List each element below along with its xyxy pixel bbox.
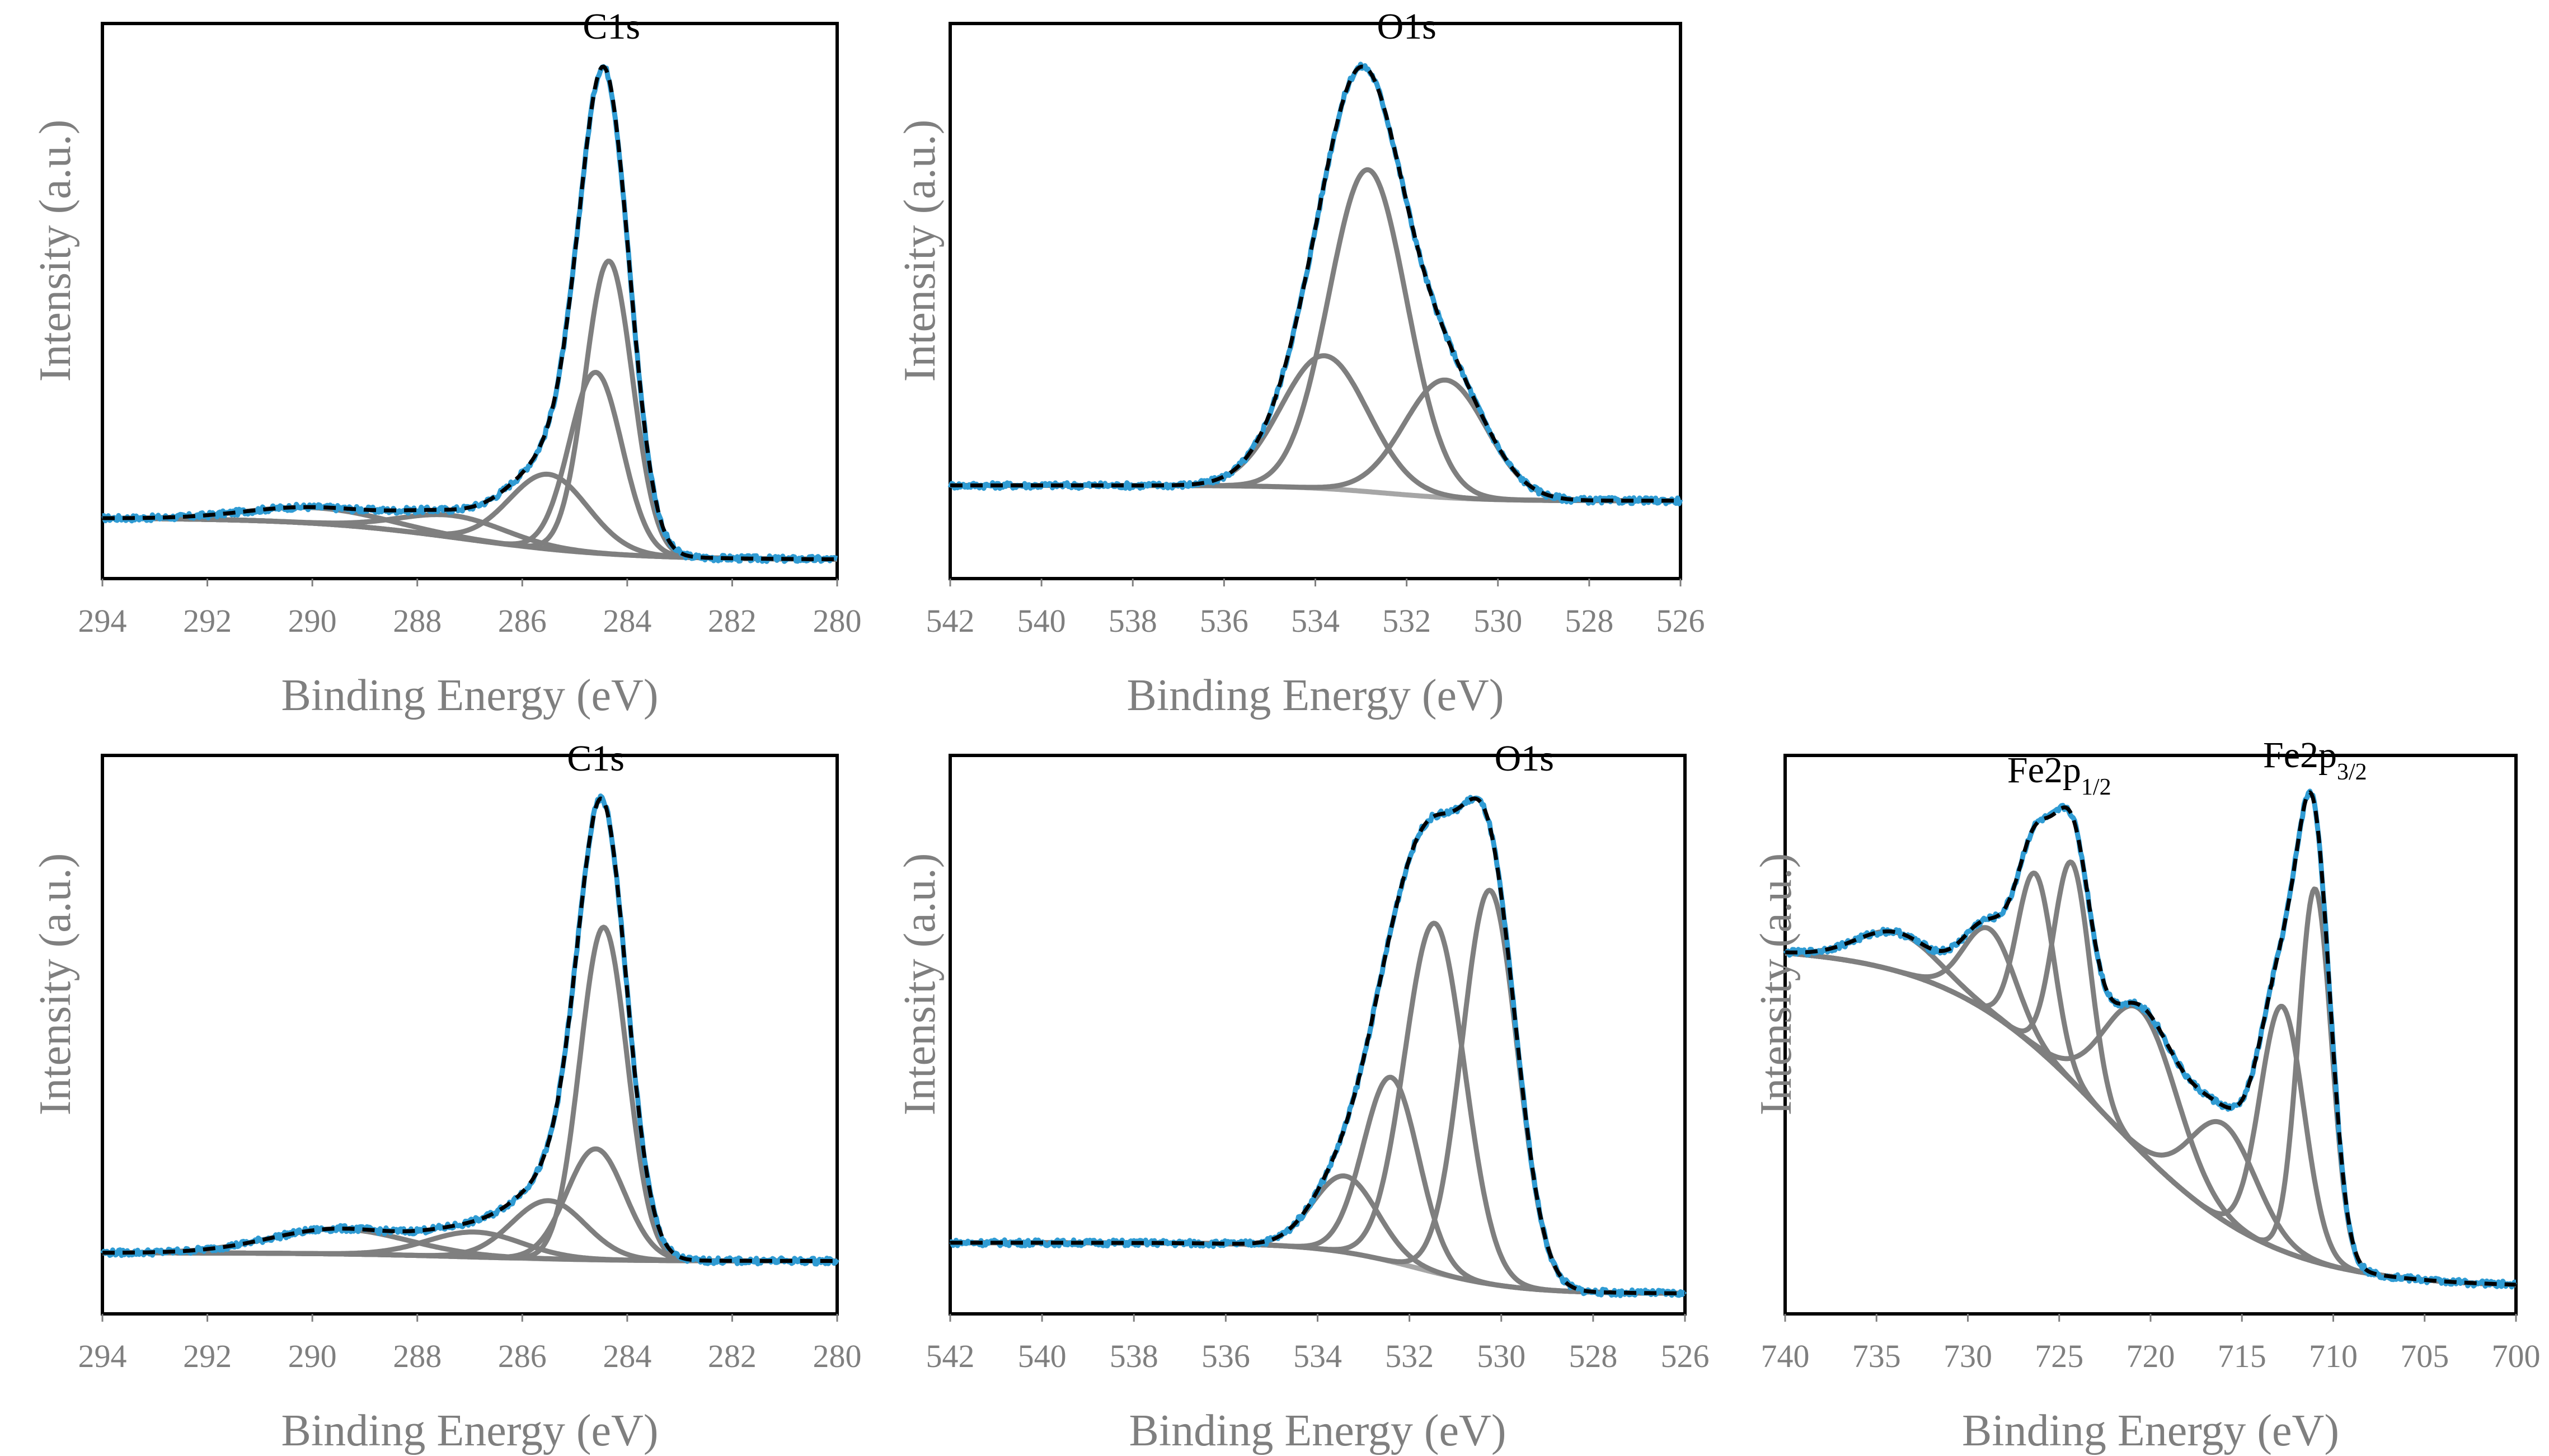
component-peak-1 — [101, 924, 838, 1264]
x-tick-label: 288 — [393, 1338, 442, 1374]
fit-envelope-line — [102, 64, 838, 561]
x-tick-label: 540 — [1017, 603, 1066, 639]
plot-frame — [101, 22, 839, 580]
raw-data-line — [947, 62, 1683, 506]
peak-label: O1s — [1495, 738, 1554, 779]
x-tick-label: 292 — [183, 1338, 232, 1374]
x-tick-label: 534 — [1293, 1338, 1342, 1374]
peak-label-1: Fe2p1/2 — [2007, 750, 2111, 800]
raw-data-line — [1783, 788, 2517, 1290]
x-tick-label: 286 — [498, 1338, 547, 1374]
x-tick-label: 526 — [1661, 1338, 1710, 1374]
x-tick-label: 280 — [813, 1338, 862, 1374]
y-axis-label: Intensity (a.u.) — [895, 853, 945, 1116]
x-axis-label: Binding Energy (eV) — [1127, 671, 1504, 720]
component-peak-7 — [1784, 925, 2517, 1288]
x-tick-label: 290 — [288, 603, 337, 639]
x-tick-label: 542 — [926, 1338, 975, 1374]
x-tick-label: 534 — [1291, 603, 1340, 639]
fit-envelope-line — [950, 796, 1686, 1295]
component-peak-2 — [949, 353, 1682, 504]
x-tick-label: 280 — [813, 603, 862, 639]
component-peak-1 — [1784, 886, 2517, 1288]
x-tick-label: 740 — [1761, 1338, 1810, 1374]
x-axis-label: Binding Energy (eV) — [1962, 1406, 2339, 1455]
x-tick-label: 538 — [1110, 1338, 1158, 1374]
plot-frame — [949, 22, 1682, 580]
panel-c1s-bottom: 294 292 290 288 286 284 282 280 Binding Energy (… — [31, 738, 862, 1455]
x-tick-label: 542 — [926, 603, 975, 639]
panel-o1s-bottom: 542 540 538 536 534 532 530 528 526 Binding Energ… — [895, 738, 1710, 1455]
component-peak-2 — [949, 920, 1686, 1296]
x-tick-label: 532 — [1382, 603, 1431, 639]
x-tick-label: 705 — [2400, 1338, 2449, 1374]
x-axis-label: Binding Energy (eV) — [1129, 1406, 1506, 1455]
x-tick-label: 284 — [603, 603, 651, 639]
x-tick-label: 532 — [1385, 1338, 1434, 1374]
panel-o1s-top: 542 540 538 536 534 532 530 528 526 Binding Energ… — [895, 6, 1705, 720]
y-axis-label: Intensity (a.u.) — [31, 853, 80, 1116]
x-tick-label: 538 — [1109, 603, 1157, 639]
x-tick-label: 715 — [2218, 1338, 2266, 1374]
x-tick-label: 282 — [708, 603, 757, 639]
fit-envelope-line — [102, 796, 838, 1263]
plot-frame — [1783, 754, 2518, 1316]
component-peak-4 — [1784, 950, 2517, 1288]
component-peak-2 — [101, 1146, 838, 1264]
panel-c1s-top: 294 292 290 288 286 284 282 280 Binding Energy (… — [31, 6, 862, 720]
x-tick-label: 286 — [498, 603, 547, 639]
peak-label: C1s — [583, 6, 640, 47]
x-tick-label: 710 — [2309, 1338, 2358, 1374]
component-peak-3 — [1784, 950, 2517, 1288]
x-tick-label: 288 — [393, 603, 442, 639]
x-axis-label: Binding Energy (eV) — [281, 671, 659, 720]
x-tick-label: 528 — [1565, 603, 1613, 639]
x-tick-label: 730 — [1944, 1338, 1992, 1374]
y-axis-label: Intensity (a.u.) — [31, 120, 80, 382]
x-tick-label: 290 — [288, 1338, 337, 1374]
x-tick-label: 540 — [1018, 1338, 1067, 1374]
x-tick-label: 536 — [1201, 1338, 1250, 1374]
peak-label: C1s — [567, 738, 625, 779]
y-axis-label: Intensity (a.u.) — [895, 120, 945, 382]
component-peak-5 — [1784, 859, 2517, 1288]
x-tick-label: 282 — [708, 1338, 757, 1374]
component-peak-2 — [1784, 950, 2517, 1288]
raw-data-line — [100, 793, 839, 1267]
x-tick-label: 292 — [183, 603, 232, 639]
x-tick-label: 294 — [78, 1338, 127, 1374]
component-peak-1 — [949, 887, 1686, 1296]
peak-label: O1s — [1377, 6, 1436, 47]
x-axis-label: Binding Energy (eV) — [281, 1406, 659, 1455]
x-tick-label: 700 — [2492, 1338, 2541, 1374]
component-peak-8 — [1784, 929, 2517, 1288]
raw-data-line — [949, 795, 1687, 1298]
x-tick-label: 528 — [1569, 1338, 1617, 1374]
x-tick-label: 526 — [1656, 603, 1705, 639]
raw-data-line — [101, 64, 838, 564]
x-tick-label: 530 — [1477, 1338, 1525, 1374]
fit-envelope-line — [950, 64, 1681, 503]
x-tick-label: 725 — [2035, 1338, 2083, 1374]
x-tick-label: 284 — [603, 1338, 651, 1374]
panel-fe2p: 740 735 730 725 720 715 710 705 700 Binding Energ… — [1752, 735, 2541, 1455]
x-tick-label: 530 — [1473, 603, 1522, 639]
x-tick-label: 536 — [1200, 603, 1248, 639]
x-tick-label: 735 — [1852, 1338, 1901, 1374]
y-axis-label: Intensity (a.u.) — [1752, 853, 1801, 1116]
x-tick-label: 720 — [2126, 1338, 2175, 1374]
x-tick-label: 294 — [78, 603, 127, 639]
plot-frame — [101, 754, 839, 1316]
plot-frame — [949, 754, 1687, 1316]
fit-envelope-line — [1785, 790, 2517, 1287]
peak-label-2: Fe2p3/2 — [2263, 735, 2367, 785]
background-line — [1784, 950, 2517, 1288]
